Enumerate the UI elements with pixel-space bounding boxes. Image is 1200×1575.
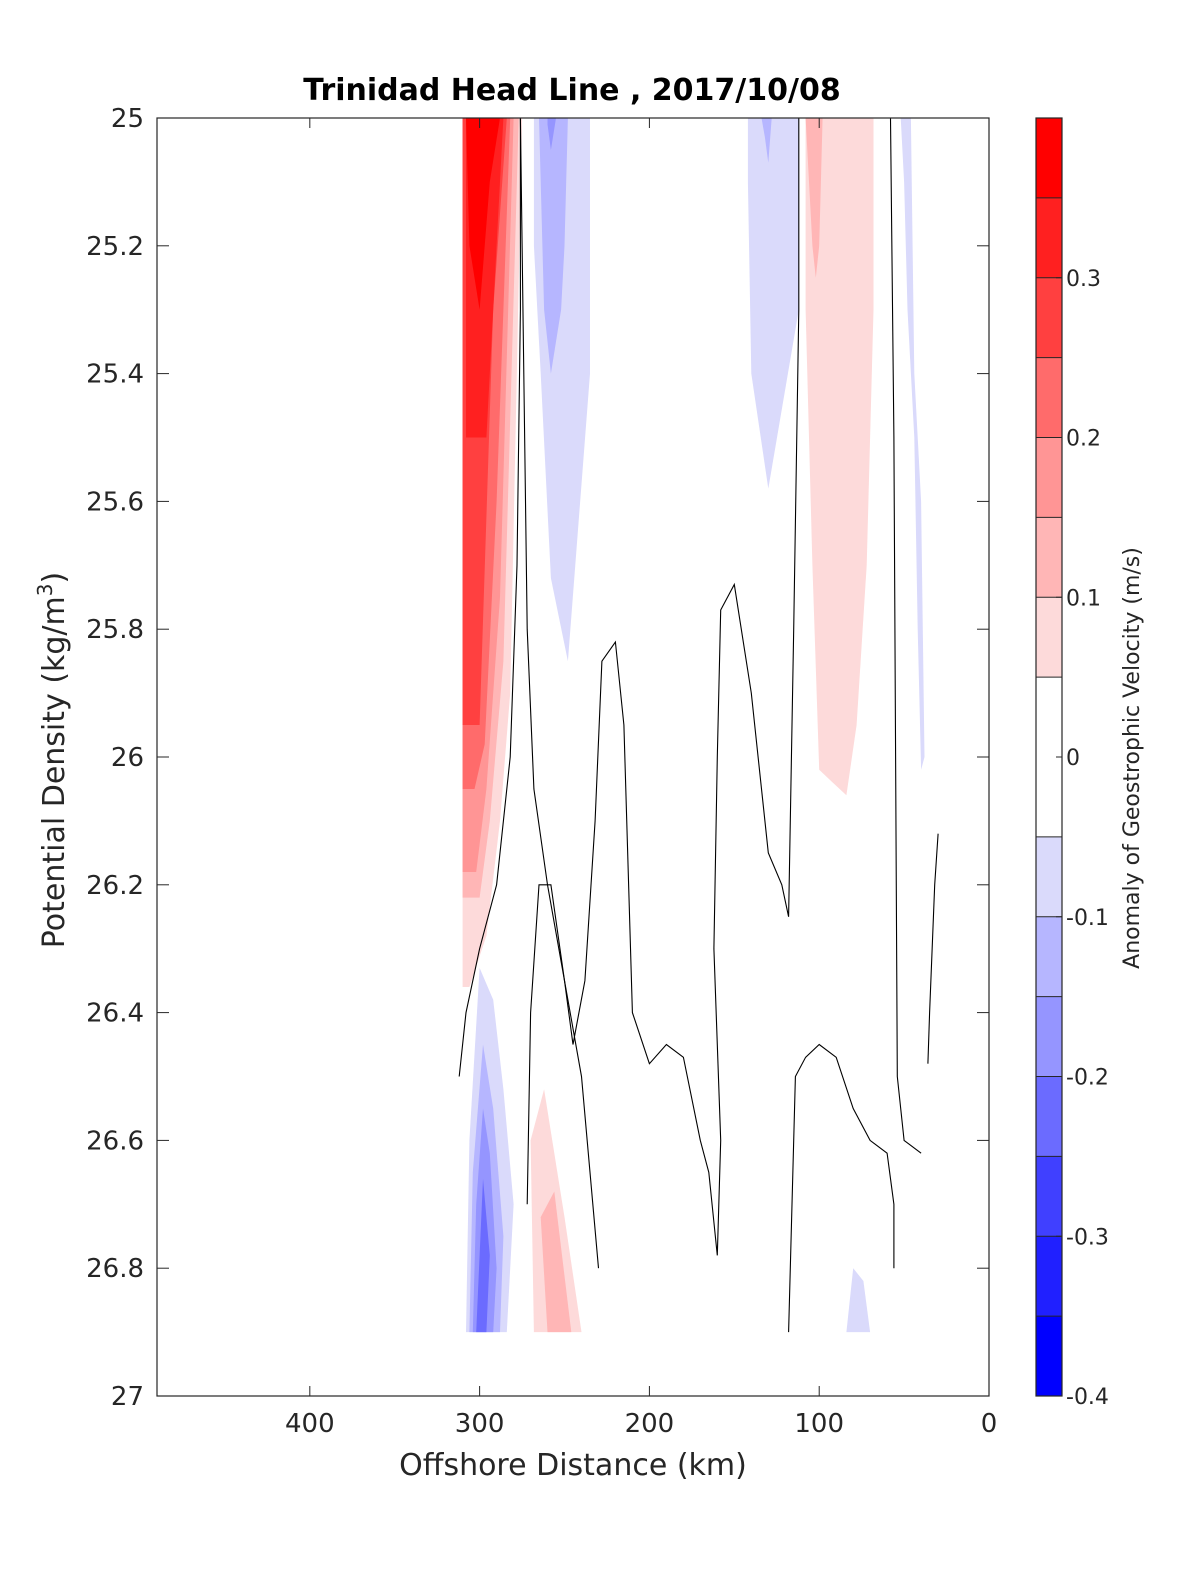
colorbar-level-12 xyxy=(1036,277,1062,358)
colorbar xyxy=(1036,118,1062,1397)
colorbar-level-10 xyxy=(1036,437,1062,518)
x-tick-label-0: 400 xyxy=(285,1409,335,1439)
zero-contour-lines xyxy=(458,117,939,1333)
x-tick-label-4: 0 xyxy=(981,1409,998,1439)
colorbar-level-5 xyxy=(1036,916,1062,997)
colorbar-level-1 xyxy=(1036,1236,1062,1317)
x-tick-label-3: 100 xyxy=(794,1409,844,1439)
y-axis-label-close: ) xyxy=(37,572,72,584)
filled-region-10 xyxy=(747,118,799,489)
x-tick-label-1: 300 xyxy=(455,1409,505,1439)
y-axis-label-superscript: 3 xyxy=(33,583,57,596)
filled-region-11 xyxy=(761,118,772,163)
zero-contour-2 xyxy=(526,118,800,1256)
colorbar-level-14 xyxy=(1036,118,1062,198)
colorbar-level-13 xyxy=(1036,197,1062,278)
x-tick-label-2: 200 xyxy=(625,1409,675,1439)
y-tick-label-10: 27 xyxy=(111,1382,144,1412)
colorbar-level-8 xyxy=(1036,597,1062,678)
colorbar-tick-label-0: 0.3 xyxy=(1066,267,1101,292)
colorbar-tick-label-3: 0 xyxy=(1066,746,1080,771)
colorbar-level-6 xyxy=(1036,836,1062,917)
zero-contour-5 xyxy=(927,833,939,1064)
colorbar-level-3 xyxy=(1036,1076,1062,1157)
colorbar-level-2 xyxy=(1036,1156,1062,1237)
filled-region-6 xyxy=(466,118,500,310)
colorbar-tick-label-1: 0.2 xyxy=(1066,427,1101,452)
filled-region-20 xyxy=(540,1191,572,1333)
colorbar-tick-label-6: -0.3 xyxy=(1066,1225,1109,1250)
filled-region-13 xyxy=(805,118,823,278)
colorbar-level-11 xyxy=(1036,357,1062,438)
y-tick-label-4: 25.8 xyxy=(86,615,144,645)
colorbar-ticks: 0.3 0.2 0.1 0 -0.1 -0.2 -0.3 -0.4 xyxy=(1056,267,1109,1410)
y-tick-label-3: 25.6 xyxy=(86,487,144,517)
y-tick-label-8: 26.6 xyxy=(86,1126,144,1156)
y-tick-label-0: 25 xyxy=(111,104,144,134)
colorbar-level-4 xyxy=(1036,996,1062,1077)
filled-region-12 xyxy=(805,118,874,796)
filled-contour-regions xyxy=(462,118,925,1333)
y-tick-label-5: 26 xyxy=(111,743,144,773)
zero-contour-3 xyxy=(788,1043,895,1333)
y-tick-label-2: 25.4 xyxy=(86,360,144,390)
colorbar-tick-label-7: -0.4 xyxy=(1066,1385,1109,1410)
colorbar-level-9 xyxy=(1036,517,1062,598)
colorbar-level-0 xyxy=(1036,1316,1062,1396)
x-axis-label: Offshore Distance (km) xyxy=(399,1448,747,1483)
filled-region-8 xyxy=(539,118,568,374)
filled-region-9 xyxy=(547,118,556,150)
filled-region-14 xyxy=(900,118,925,770)
colorbar-tick-label-5: -0.2 xyxy=(1066,1066,1109,1091)
chart-title: Trinidad Head Line , 2017/10/08 xyxy=(303,73,840,108)
y-axis-ticks: 25 25.2 25.4 25.6 25.8 26 26.2 26.4 26.6 26.8 27 xyxy=(86,104,989,1412)
y-tick-label-1: 25.2 xyxy=(86,232,144,262)
x-axis-ticks: 400 300 200 100 0 xyxy=(285,118,997,1439)
colorbar-label: Anomaly of Geostrophic Velocity (m/s) xyxy=(1120,547,1145,969)
y-axis-label-main: Potential Density (kg/m xyxy=(37,596,72,948)
filled-region-18 xyxy=(476,1178,490,1333)
y-axis-label: Potential Density (kg/m3) xyxy=(33,572,72,948)
colorbar-tick-label-2: 0.1 xyxy=(1066,586,1101,611)
filled-region-21 xyxy=(846,1268,871,1333)
colorbar-tick-label-4: -0.1 xyxy=(1066,906,1109,931)
y-tick-label-9: 26.8 xyxy=(86,1254,144,1284)
y-tick-label-6: 26.2 xyxy=(86,871,144,901)
zero-contour-4 xyxy=(889,117,922,1154)
y-tick-label-7: 26.4 xyxy=(86,999,144,1029)
zero-contour-1 xyxy=(458,118,521,1077)
